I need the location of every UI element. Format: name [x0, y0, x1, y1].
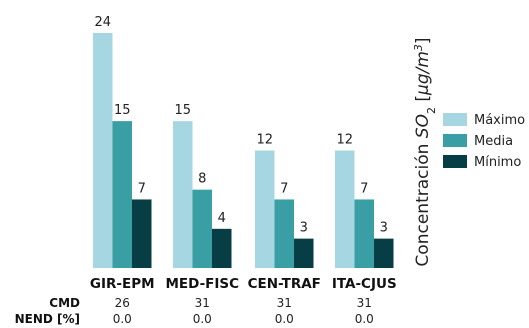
y-axis-label-unit-close: ] [413, 37, 433, 44]
bar-med-fisc-1 [192, 189, 212, 268]
table-row-label: CMD [49, 296, 80, 310]
value-label: 24 [94, 15, 111, 30]
table-cell: 31 [195, 296, 210, 310]
y-axis-label-prefix: Concentración [413, 138, 433, 266]
table-cell: 0.0 [113, 312, 132, 326]
table-cell: 26 [115, 296, 130, 310]
value-label: 3 [380, 221, 388, 236]
category-labels-group: GIR-EPM MED-FISC CEN-TRAF ITA-CJUS [90, 276, 397, 292]
value-labels-group: 24 15 7 15 8 4 12 7 3 12 7 3 [94, 15, 387, 236]
table-row-label: NEND [%] [15, 312, 80, 326]
legend-label: Máximo [474, 113, 525, 128]
table-cell: 0.0 [193, 312, 212, 326]
bar-ita-cjus-1 [354, 199, 374, 268]
y-axis-label-subscript: 2 [425, 107, 438, 114]
y-axis-label: Concentración SO2 [μg/m3] [412, 37, 438, 266]
y-axis-label-symbol: SO [413, 114, 433, 138]
value-label: 12 [336, 133, 353, 148]
category-label: GIR-EPM [90, 276, 155, 292]
category-label: CEN-TRAF [248, 276, 321, 292]
value-label: 4 [218, 211, 226, 226]
value-label: 3 [300, 221, 308, 236]
bar-gir-epm-1 [112, 121, 132, 268]
bars-group [93, 33, 394, 268]
legend-label: Mínimo [474, 155, 521, 170]
table-cell: 0.0 [355, 312, 374, 326]
bar-gir-epm-0 [93, 33, 113, 268]
value-label: 7 [360, 181, 368, 196]
legend-swatch [443, 134, 467, 147]
legend-swatch [443, 155, 467, 168]
bar-med-fisc-2 [212, 228, 232, 268]
y-axis-label-unit-open: [ [413, 95, 433, 107]
y-axis-label-unit: μg/m [413, 51, 433, 96]
value-label: 7 [138, 181, 146, 196]
bar-gir-epm-2 [132, 199, 152, 268]
value-label: 12 [256, 133, 273, 148]
value-label: 15 [174, 103, 191, 118]
bar-ita-cjus-0 [335, 150, 355, 268]
value-label: 15 [114, 103, 131, 118]
y-axis-label-superscript: 3 [412, 44, 425, 51]
legend-swatch [443, 113, 467, 126]
bar-med-fisc-0 [173, 121, 193, 268]
stats-table: 26 0.0 31 0.0 31 0.0 31 0.0 CMD NEND [%] [15, 296, 374, 326]
table-cell: 31 [277, 296, 292, 310]
bar-ita-cjus-2 [374, 238, 394, 268]
category-label: ITA-CJUS [332, 276, 397, 292]
table-cell: 0.0 [275, 312, 294, 326]
category-label: MED-FISC [165, 276, 239, 292]
legend: Máximo Media Mínimo [443, 113, 525, 170]
value-label: 7 [280, 181, 288, 196]
bar-cen-traf-0 [255, 150, 275, 268]
bar-cen-traf-1 [274, 199, 294, 268]
table-cell: 31 [357, 296, 372, 310]
legend-label: Media [474, 134, 513, 149]
bar-cen-traf-2 [294, 238, 314, 268]
value-label: 8 [198, 172, 206, 187]
